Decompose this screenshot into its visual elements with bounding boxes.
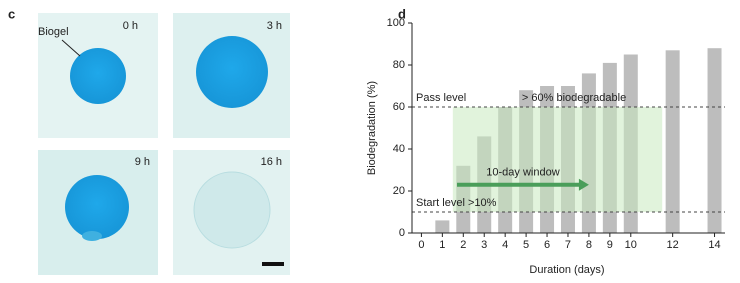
gel bbox=[70, 48, 126, 104]
y-tick-label: 40 bbox=[393, 143, 405, 155]
arrow-head bbox=[578, 178, 589, 191]
bar bbox=[665, 50, 680, 233]
x-tick-label: 1 bbox=[439, 239, 445, 251]
time-label: 0 h bbox=[123, 20, 138, 32]
y-tick-label: 20 bbox=[393, 185, 405, 197]
panel-label: d bbox=[398, 6, 406, 21]
gel bbox=[65, 175, 129, 239]
callout: Biogel bbox=[38, 26, 69, 38]
window-label: 10-day window bbox=[486, 167, 559, 179]
x-tick-label: 7 bbox=[565, 239, 571, 251]
gel bbox=[82, 231, 102, 241]
scale-bar bbox=[262, 262, 284, 266]
x-tick-label: 6 bbox=[544, 239, 550, 251]
annotation: > 60% biodegradable bbox=[522, 92, 626, 104]
y-tick-label: 60 bbox=[393, 101, 405, 113]
panel-label: c bbox=[8, 6, 15, 21]
time-label: 16 h bbox=[261, 156, 282, 168]
x-tick-label: 14 bbox=[708, 239, 720, 251]
y-tick-label: 0 bbox=[399, 227, 405, 239]
window bbox=[452, 107, 663, 212]
y-tick-label: 80 bbox=[393, 59, 405, 71]
bar bbox=[435, 220, 450, 233]
x-tick-label: 10 bbox=[625, 239, 637, 251]
x-tick-label: 0 bbox=[418, 239, 424, 251]
x-tick-label: 3 bbox=[481, 239, 487, 251]
y-axis-label: Biodegradation (%) bbox=[366, 81, 378, 175]
bar bbox=[707, 48, 722, 234]
reference-label: Pass level bbox=[416, 92, 466, 104]
x-tick-label: 5 bbox=[523, 239, 529, 251]
y-tick-label: 100 bbox=[387, 17, 405, 29]
callout-line bbox=[61, 39, 81, 57]
x-axis-label: Duration (days) bbox=[529, 264, 604, 276]
reference-label: Start level >10% bbox=[416, 197, 497, 209]
gel bbox=[193, 171, 271, 249]
time-label: 9 h bbox=[135, 156, 150, 168]
x-tick-label: 2 bbox=[460, 239, 466, 251]
x-tick-label: 8 bbox=[586, 239, 592, 251]
gel bbox=[196, 36, 268, 108]
x-tick-label: 12 bbox=[667, 239, 679, 251]
x-tick-label: 9 bbox=[607, 239, 613, 251]
x-tick-label: 4 bbox=[502, 239, 508, 251]
time-label: 3 h bbox=[267, 20, 282, 32]
